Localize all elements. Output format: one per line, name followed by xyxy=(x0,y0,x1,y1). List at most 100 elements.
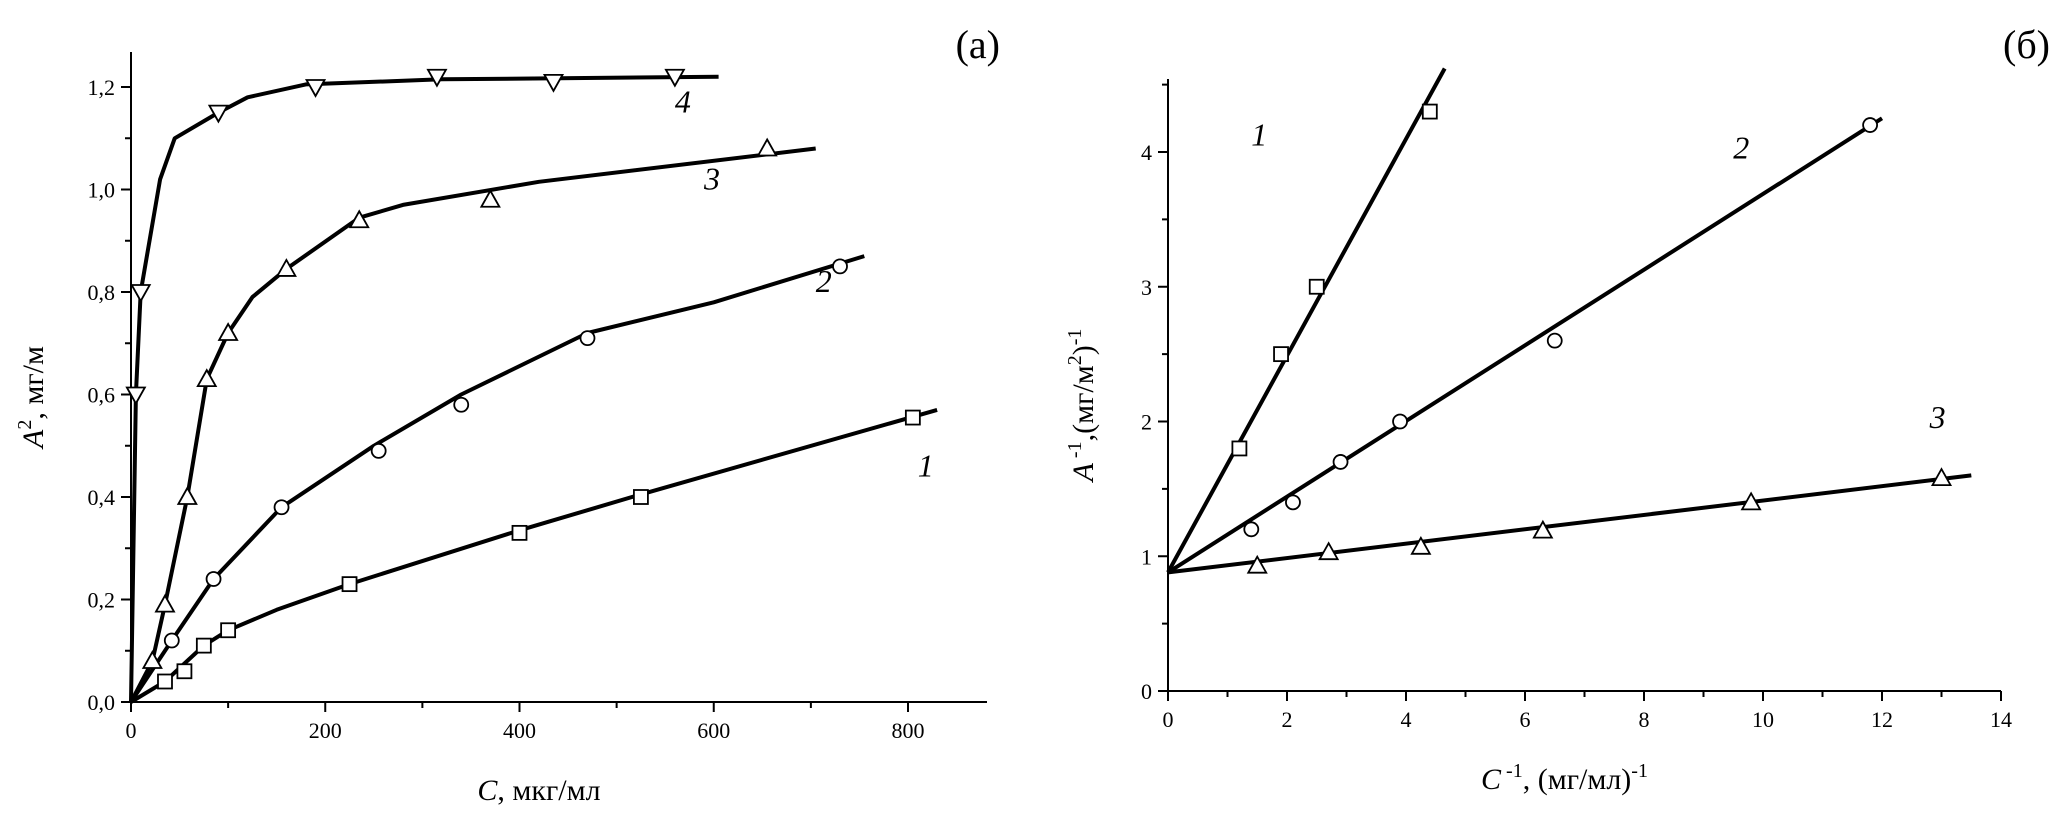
triangle-up-marker xyxy=(479,188,501,208)
y-axis-label: A -1,(мг/м2)-1 xyxy=(1064,329,1100,484)
triangle-down-marker xyxy=(304,79,327,98)
circle-marker xyxy=(579,330,596,347)
x-tick-label: 14 xyxy=(1990,707,2012,732)
series-line xyxy=(129,74,719,703)
y-tick-label: 1 xyxy=(1141,544,1152,569)
triangle-up-marker xyxy=(1410,535,1432,555)
square-marker xyxy=(157,673,173,690)
series-line xyxy=(1167,473,1972,575)
circle-marker xyxy=(370,442,387,459)
x-tick-label: 10 xyxy=(1752,707,1774,732)
circle-marker xyxy=(453,396,470,413)
circle-marker xyxy=(1332,454,1349,470)
square-marker xyxy=(176,663,193,680)
series-2: 2 xyxy=(1166,116,1884,575)
panel-a: 0 200 400 600 800 0,0 0,2 0,4 0,6 0,8 1,0 1,2 C, мкг… xyxy=(14,22,1000,807)
triangle-up-marker xyxy=(1930,467,1953,486)
series-label: 3 xyxy=(1929,399,1946,435)
x-tick-label: 200 xyxy=(309,718,342,743)
triangle-up-marker xyxy=(217,322,239,341)
y-tick-label: 3 xyxy=(1141,275,1152,300)
triangle-up-marker xyxy=(1318,541,1340,561)
circle-marker xyxy=(1392,413,1408,430)
x-tick-label: 400 xyxy=(503,718,536,743)
square-marker xyxy=(1273,346,1289,363)
triangle-down-marker xyxy=(664,68,686,88)
x-tick-label: 800 xyxy=(892,718,925,743)
series-label: 1 xyxy=(1251,116,1267,152)
triangle-up-marker xyxy=(154,593,176,613)
circle-marker xyxy=(1243,521,1260,538)
triangle-up-marker xyxy=(1532,519,1554,539)
y-tick-label: 0,2 xyxy=(88,588,116,613)
circle-marker xyxy=(205,571,222,587)
series-label: 3 xyxy=(703,161,720,197)
triangle-up-marker xyxy=(275,258,297,277)
x-tick-label: 6 xyxy=(1520,707,1531,732)
triangle-up-marker xyxy=(1246,554,1268,574)
x-axis-label: C -1, (мг/мл)-1 xyxy=(1481,760,1648,796)
x-tick-label: 8 xyxy=(1639,707,1650,732)
series-line xyxy=(129,254,865,704)
square-marker xyxy=(1231,440,1248,457)
triangle-up-marker xyxy=(756,137,778,157)
series-3: 3 xyxy=(1167,399,1972,575)
y-tick-label: 1,0 xyxy=(88,178,116,203)
series-label: 2 xyxy=(816,263,832,299)
circle-marker xyxy=(832,258,848,275)
x-tick-label: 0 xyxy=(1163,707,1174,732)
y-tick-label: 0,4 xyxy=(88,485,116,510)
series-1: 1 xyxy=(1166,67,1447,574)
series-1: 1 xyxy=(129,407,938,704)
triangle-down-marker xyxy=(125,386,147,406)
square-marker xyxy=(511,524,528,541)
series-line xyxy=(1166,116,1884,575)
y-tick-label: 4 xyxy=(1141,140,1152,165)
y-tick-label: 0,0 xyxy=(88,690,116,715)
series-2: 2 xyxy=(129,254,865,704)
triangle-down-marker xyxy=(426,68,448,88)
series-3: 3 xyxy=(129,137,816,703)
series-line xyxy=(129,146,816,703)
square-marker xyxy=(1421,103,1438,120)
circle-marker xyxy=(163,632,180,649)
triangle-up-marker xyxy=(141,650,163,669)
x-tick-label: 600 xyxy=(697,718,730,743)
series-line xyxy=(129,407,938,704)
circle-marker xyxy=(1546,332,1563,349)
square-marker xyxy=(341,576,358,593)
triangle-up-marker xyxy=(1740,491,1762,511)
series-label: 2 xyxy=(1733,130,1749,166)
y-tick-label: 2 xyxy=(1141,410,1152,435)
panel-label: (a) xyxy=(956,22,1000,67)
series-line xyxy=(1166,67,1447,574)
x-tick-label: 0 xyxy=(126,718,137,743)
circle-marker xyxy=(1862,117,1878,133)
square-marker xyxy=(195,637,212,654)
triangle-up-marker xyxy=(176,486,198,505)
circle-marker xyxy=(273,499,290,516)
square-marker xyxy=(633,489,649,505)
series-label: 4 xyxy=(675,84,691,120)
x-tick-label: 2 xyxy=(1282,707,1293,732)
square-marker xyxy=(1308,278,1325,295)
y-tick-label: 0 xyxy=(1141,679,1152,704)
y-tick-label: 0,8 xyxy=(88,280,116,305)
series-label: 1 xyxy=(918,448,934,484)
panel-label: (б) xyxy=(2003,22,2050,67)
x-tick-label: 12 xyxy=(1871,707,1893,732)
triangle-down-marker xyxy=(130,284,152,303)
x-tick-label: 4 xyxy=(1401,707,1412,732)
y-tick-label: 1,2 xyxy=(88,75,116,100)
triangle-down-marker xyxy=(207,104,229,124)
triangle-up-marker xyxy=(348,209,370,229)
circle-marker xyxy=(1285,494,1301,511)
triangle-up-marker xyxy=(196,368,218,388)
square-marker xyxy=(904,409,921,426)
triangle-down-marker xyxy=(542,73,565,93)
y-tick-label: 0,6 xyxy=(88,383,116,408)
y-axis-label: A2, мг/м xyxy=(14,346,50,450)
x-axis-label: C, мкг/мл xyxy=(477,774,600,807)
